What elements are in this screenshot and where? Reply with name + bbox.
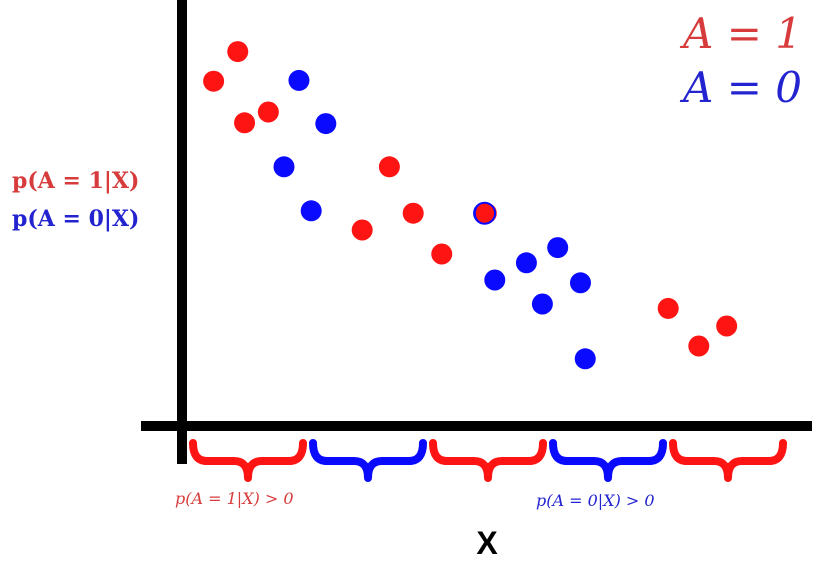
point-a1-10	[688, 335, 710, 357]
point-a1-4	[378, 156, 400, 178]
point-a0-5	[484, 269, 506, 291]
point-overlap-ring	[473, 201, 497, 225]
point-a1-2	[234, 112, 256, 134]
point-a0-1	[315, 113, 337, 135]
point-a1-0	[203, 70, 225, 92]
brace-a0-3	[549, 439, 667, 482]
legend-a1: A = 1	[679, 9, 802, 58]
annotation-right: p(A = 0|X) > 0	[536, 491, 655, 510]
brace-a1-0	[189, 439, 307, 482]
annotation-left: p(A = 1|X) > 0	[175, 489, 294, 508]
group-braces	[189, 439, 787, 482]
point-a0-2	[273, 156, 295, 178]
legend-a0: A = 0	[679, 63, 802, 112]
point-a0-6	[515, 252, 537, 274]
point-a1-3	[257, 101, 279, 123]
point-a1-7	[431, 243, 453, 265]
y-label-a0: p(A = 0|X)	[12, 206, 139, 232]
y-label-a1: p(A = 1|X)	[12, 168, 139, 194]
point-a1-8	[475, 202, 497, 224]
scatter-points	[203, 41, 738, 370]
point-a1-6	[402, 202, 424, 224]
brace-a1-4	[669, 439, 787, 482]
point-a0-10	[574, 348, 596, 370]
x-axis-label: X	[476, 525, 498, 561]
brace-a1-2	[429, 439, 547, 482]
point-a0-8	[547, 237, 569, 259]
point-a0-0	[288, 69, 310, 91]
point-a0-7	[531, 293, 553, 315]
point-a1-1	[227, 41, 249, 63]
point-a0-3	[300, 200, 322, 222]
point-a1-9	[657, 297, 679, 319]
brace-a0-1	[309, 439, 427, 482]
point-a1-5	[351, 219, 373, 241]
point-a0-9	[569, 272, 591, 294]
point-a1-11	[716, 315, 738, 337]
